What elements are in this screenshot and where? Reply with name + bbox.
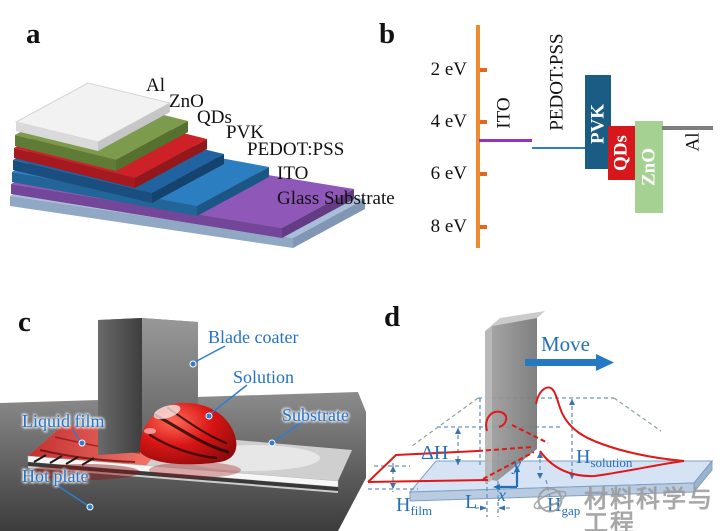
tick-label-2ev: 2 eV xyxy=(430,59,467,80)
ito-level-line xyxy=(479,139,532,142)
label-zno: ZnO xyxy=(169,91,204,112)
label-h-gap: Hgap xyxy=(547,494,581,518)
energy-tick-2ev xyxy=(480,68,487,72)
label-pvk: PVK xyxy=(226,122,265,143)
label-b-pvk: PVK xyxy=(587,103,609,145)
label-b-al: Al xyxy=(682,132,704,152)
qds-band-box xyxy=(608,126,635,180)
label-hot-plate: Hot plate xyxy=(22,466,89,486)
layer-al xyxy=(14,82,172,151)
label-y-axis: y xyxy=(513,454,521,474)
panel-letter-d: d xyxy=(384,301,401,333)
label-qds: QDs xyxy=(197,107,232,128)
panel-a-stack-graphic xyxy=(10,82,365,248)
panel-letter-b: b xyxy=(379,18,396,50)
label-h-solution: Hsolution xyxy=(576,446,633,470)
watermark-logo xyxy=(533,487,567,513)
d-blade xyxy=(485,311,545,484)
leader-dots xyxy=(78,360,276,511)
label-blade-coater: Blade coater xyxy=(208,327,299,347)
label-ito: ITO xyxy=(277,163,309,184)
label-pedot: PEDOT:PSS xyxy=(247,139,345,160)
watermark-text: 材料科学与工程 xyxy=(584,485,714,531)
energy-tick-6ev xyxy=(480,172,487,176)
label-substrate: Substrate xyxy=(282,405,349,425)
leader-lines xyxy=(54,345,303,508)
label-al: Al xyxy=(146,75,165,96)
tick-label-4ev: 4 eV xyxy=(430,111,467,132)
label-liquid-film: Liquid film xyxy=(22,411,105,431)
label-move: Move xyxy=(541,332,590,356)
label-b-ito: ITO xyxy=(493,97,515,129)
panel-d-schematic xyxy=(367,311,714,517)
pedot-level-line xyxy=(532,147,590,149)
tick-label-8ev: 8 eV xyxy=(430,216,467,237)
label-b-pedot: PEDOT:PSS xyxy=(546,33,568,131)
energy-tick-8ev xyxy=(480,225,487,229)
label-b-qds: QDs xyxy=(610,135,632,171)
label-b-zno: ZnO xyxy=(638,147,660,187)
label-x-axis: x xyxy=(498,485,506,505)
move-arrow xyxy=(525,354,614,371)
pvk-band-box xyxy=(585,75,611,169)
d-solution-profile xyxy=(367,386,685,483)
al-level-line xyxy=(662,126,713,130)
solution-droplet xyxy=(139,402,241,478)
d-dimension-arrows xyxy=(390,399,575,511)
tick-label-6ev: 6 eV xyxy=(430,163,467,184)
label-glass: Glass Substrate xyxy=(277,188,395,209)
xy-axes xyxy=(493,465,520,490)
label-delta-h: ΔH xyxy=(421,442,449,464)
panel-letter-c: c xyxy=(18,306,31,338)
energy-tick-4ev xyxy=(480,120,487,124)
panel-letter-a: a xyxy=(26,18,41,50)
label-l: L xyxy=(465,491,478,513)
zno-band-box xyxy=(635,121,663,213)
d-dashed-box-diagonals xyxy=(411,397,662,447)
label-h-film: Hfilm xyxy=(396,494,433,518)
label-solution: Solution xyxy=(233,367,295,387)
panel-c-render xyxy=(0,318,366,531)
energy-axis xyxy=(476,25,480,248)
